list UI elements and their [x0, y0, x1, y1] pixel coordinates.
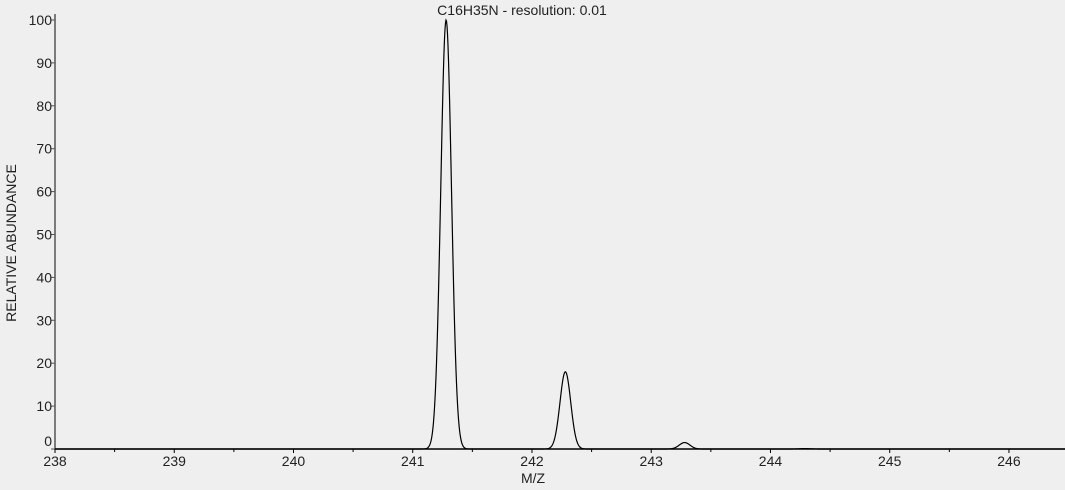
chart-title: C16H35N - resolution: 0.01	[437, 2, 607, 18]
x-axis-label: M/Z	[521, 470, 546, 485]
y-tick-label: 80	[36, 98, 52, 114]
y-tick-label: 40	[36, 269, 52, 285]
x-tick-label: 240	[282, 453, 306, 469]
x-tick-label: 238	[43, 453, 67, 469]
y-tick-label: 20	[36, 355, 52, 371]
x-tick-label: 239	[163, 453, 187, 469]
x-tick-label: 244	[759, 453, 783, 469]
y-tick-label: 60	[36, 184, 52, 200]
y-tick-label: 100	[29, 12, 53, 28]
x-tick-label: 245	[878, 453, 902, 469]
x-tick-label: 246	[997, 453, 1021, 469]
x-tick-label: 242	[520, 453, 544, 469]
spectrum-line	[55, 18, 1065, 450]
y-tick-label: 0	[44, 433, 52, 449]
y-tick-label: 70	[36, 141, 52, 157]
y-axis-label: RELATIVE ABUNDANCE	[3, 164, 19, 322]
y-tick-label: 30	[36, 312, 52, 328]
y-tick-label: 50	[36, 227, 52, 243]
y-tick-label: 90	[36, 55, 52, 71]
y-tick-label: 10	[36, 398, 52, 414]
x-tick-label: 243	[640, 453, 664, 469]
x-tick-label: 241	[401, 453, 425, 469]
